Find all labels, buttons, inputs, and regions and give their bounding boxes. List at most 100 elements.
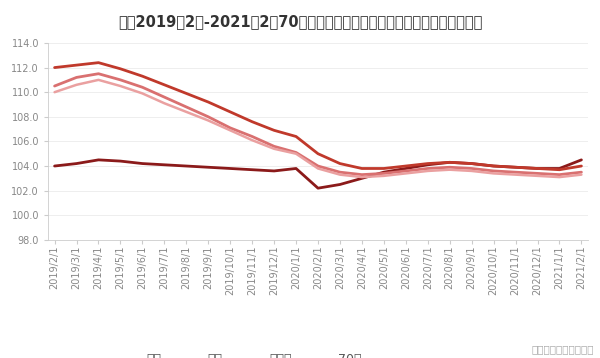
三四线	[534, 171, 541, 175]
一线	[512, 165, 519, 169]
一线	[182, 164, 190, 168]
三四线	[205, 115, 212, 119]
二线	[161, 83, 168, 87]
二线	[490, 164, 497, 168]
一线	[139, 161, 146, 166]
70城	[139, 91, 146, 96]
二线	[446, 160, 454, 164]
二线	[358, 166, 365, 171]
一线	[337, 182, 344, 187]
三四线	[182, 105, 190, 109]
二线	[424, 161, 431, 166]
一线	[161, 163, 168, 167]
三四线	[51, 84, 58, 88]
二线	[578, 164, 585, 168]
70城	[490, 171, 497, 175]
二线	[271, 128, 278, 132]
三四线	[314, 164, 322, 168]
70城	[534, 174, 541, 178]
二线	[95, 61, 102, 65]
Line: 二线: 二线	[55, 63, 581, 170]
70城	[271, 147, 278, 151]
一线	[117, 159, 124, 163]
一线	[227, 166, 234, 171]
70城	[227, 128, 234, 132]
二线	[139, 74, 146, 78]
二线	[73, 63, 80, 67]
一线	[468, 161, 475, 166]
二线	[512, 165, 519, 169]
三四线	[468, 166, 475, 171]
三四线	[292, 150, 299, 155]
三四线	[556, 173, 563, 177]
70城	[314, 166, 322, 171]
三四线	[446, 165, 454, 169]
三四线	[337, 170, 344, 174]
三四线	[271, 144, 278, 149]
二线	[534, 166, 541, 171]
70城	[51, 90, 58, 95]
Line: 70城: 70城	[55, 80, 581, 177]
70城	[117, 84, 124, 88]
一线	[490, 164, 497, 168]
一线	[95, 158, 102, 162]
二线	[402, 164, 409, 168]
三四线	[358, 173, 365, 177]
三四线	[578, 170, 585, 174]
一线	[380, 170, 388, 174]
70城	[95, 78, 102, 82]
一线	[51, 164, 58, 168]
三四线	[73, 75, 80, 79]
一线	[446, 160, 454, 164]
70城	[446, 168, 454, 172]
70城	[182, 110, 190, 114]
三四线	[248, 134, 256, 139]
二线	[51, 66, 58, 70]
一线	[248, 168, 256, 172]
70城	[161, 101, 168, 105]
70城	[248, 138, 256, 142]
三四线	[424, 166, 431, 171]
二线	[380, 166, 388, 171]
70城	[468, 169, 475, 173]
一线	[73, 161, 80, 166]
三四线	[139, 85, 146, 90]
70城	[73, 83, 80, 87]
Line: 三四线: 三四线	[55, 74, 581, 175]
三四线	[117, 78, 124, 82]
70城	[337, 173, 344, 177]
三四线	[161, 95, 168, 99]
三四线	[490, 169, 497, 173]
一线	[271, 169, 278, 173]
一线	[578, 158, 585, 162]
二线	[117, 67, 124, 71]
二线	[182, 91, 190, 96]
三四线	[512, 170, 519, 174]
二线	[205, 100, 212, 104]
一线	[205, 165, 212, 169]
二线	[314, 151, 322, 156]
Text: 图：2019年2月-2021年2月70城及各能级城市新建商品住宅价格指数环比走势: 图：2019年2月-2021年2月70城及各能级城市新建商品住宅价格指数环比走势	[118, 14, 482, 29]
70城	[556, 175, 563, 179]
70城	[358, 175, 365, 179]
三四线	[227, 126, 234, 130]
Line: 一线: 一线	[55, 160, 581, 188]
二线	[227, 110, 234, 114]
三四线	[95, 72, 102, 76]
70城	[380, 174, 388, 178]
70城	[292, 151, 299, 156]
一线	[556, 166, 563, 171]
70城	[402, 171, 409, 175]
二线	[468, 161, 475, 166]
70城	[578, 173, 585, 177]
二线	[556, 168, 563, 172]
70城	[512, 173, 519, 177]
二线	[248, 120, 256, 124]
一线	[292, 166, 299, 171]
一线	[358, 176, 365, 180]
三四线	[380, 171, 388, 175]
二线	[337, 161, 344, 166]
一线	[402, 166, 409, 171]
70城	[205, 118, 212, 123]
Text: 数据来源：国家统计局: 数据来源：国家统计局	[532, 344, 594, 354]
